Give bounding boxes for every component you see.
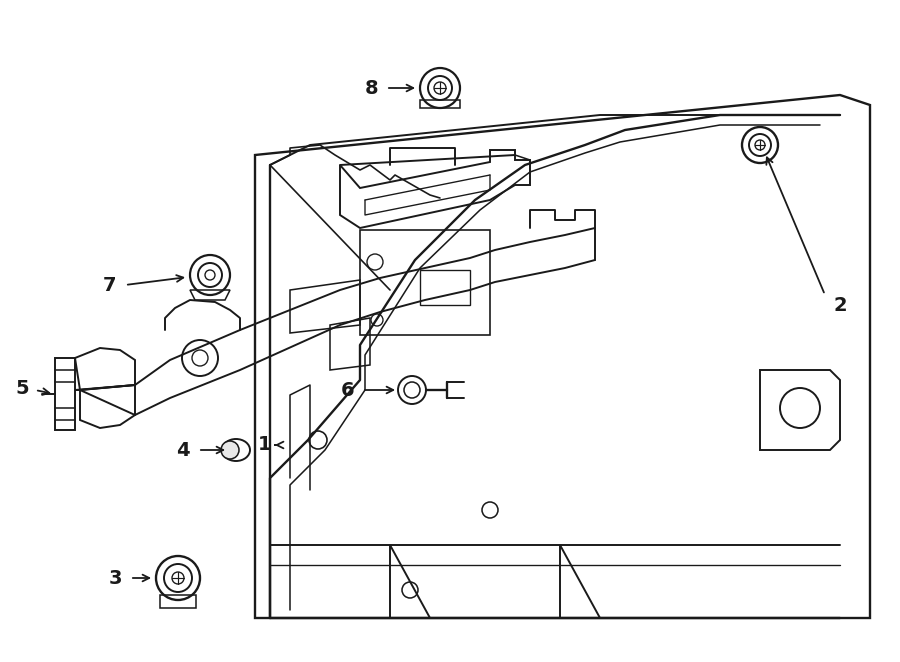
Text: 3: 3: [108, 569, 122, 587]
Circle shape: [221, 441, 239, 459]
Text: 4: 4: [176, 440, 190, 459]
Text: 2: 2: [833, 295, 847, 314]
Text: 5: 5: [15, 379, 29, 397]
Text: 8: 8: [365, 79, 379, 97]
Text: 7: 7: [104, 275, 117, 295]
Text: 1: 1: [258, 436, 272, 455]
Text: 6: 6: [341, 381, 355, 399]
